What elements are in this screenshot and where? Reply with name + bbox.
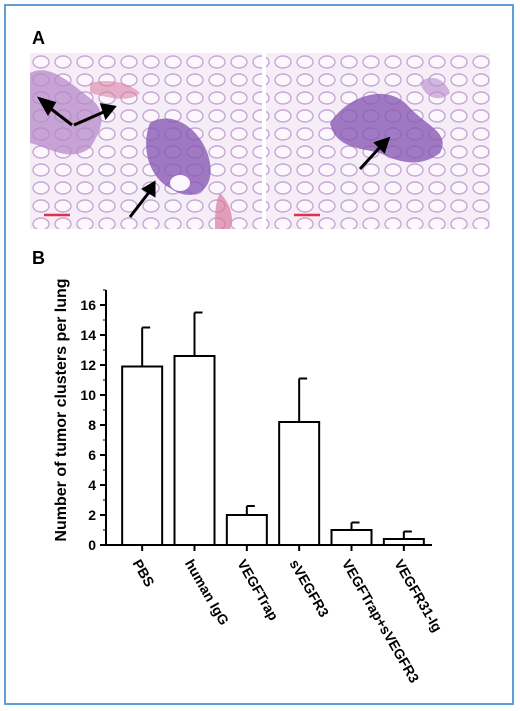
bar [121, 365, 164, 546]
bar [225, 514, 268, 546]
y-tick-label: 16 [80, 297, 96, 313]
panel-divider [262, 53, 266, 229]
y-tick-label: 0 [88, 537, 96, 553]
arrow-icon [358, 136, 391, 171]
y-tick-label: 12 [80, 357, 96, 373]
arrow-icon [128, 180, 156, 218]
x-tick-label: VEGFR31-Ig [391, 557, 445, 635]
tumor-cluster [146, 118, 211, 195]
micrograph-left [30, 53, 262, 229]
alveolus [170, 175, 190, 191]
y-tick-label: 6 [88, 447, 96, 463]
bar [382, 538, 425, 546]
y-tick-label: 4 [88, 477, 96, 493]
arrow-icon [73, 103, 117, 127]
y-axis-title: Number of tumor clusters per lung [53, 278, 70, 541]
x-tick-label: PBS [130, 557, 158, 590]
tumor-cluster [330, 93, 443, 163]
vessel [215, 193, 232, 229]
micrograph-right [266, 53, 490, 229]
arrow-icon [36, 96, 73, 127]
tissue-cluster [420, 77, 450, 99]
x-tick-label: human IgG [182, 557, 232, 628]
vessel [90, 81, 140, 99]
y-tick-label: 14 [80, 327, 96, 343]
y-tick-label: 8 [88, 417, 96, 433]
y-tick-label: 10 [80, 387, 96, 403]
bar [330, 529, 373, 546]
y-tick-label: 2 [88, 507, 96, 523]
panel-b-label: B [32, 248, 45, 268]
bar [278, 421, 321, 546]
panel-a-label: A [32, 28, 45, 48]
tissue-cluster [30, 70, 102, 155]
micrograph-panel [30, 53, 490, 229]
x-tick-label: VEGFTrap [234, 557, 282, 624]
bar [173, 355, 216, 546]
x-tick-label: sVEGFR3 [287, 557, 333, 620]
